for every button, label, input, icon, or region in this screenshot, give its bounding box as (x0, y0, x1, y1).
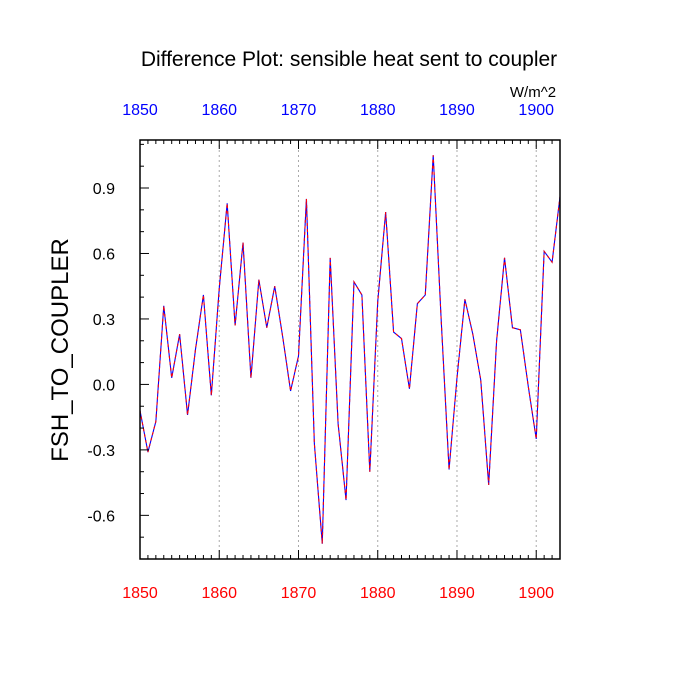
y-tick-label: 0.0 (93, 377, 115, 394)
y-tick-label: 0.6 (93, 246, 115, 263)
x-top-tick-label: 1860 (201, 102, 237, 119)
x-tick-label: 1890 (439, 585, 475, 602)
plot-frame (139, 139, 561, 560)
x-top-tick-label: 1870 (281, 102, 317, 119)
series-line-overlay (139, 155, 561, 544)
series-line (139, 155, 561, 544)
x-tick-label: 1900 (518, 585, 554, 602)
x-tick-label: 1860 (201, 585, 237, 602)
chart-title: Difference Plot: sensible heat sent to c… (141, 48, 557, 71)
y-tick-label: -0.3 (87, 443, 115, 460)
x-top-tick-label: 1880 (360, 102, 396, 119)
units-label: W/m^2 (510, 84, 556, 101)
gridlines (218, 140, 537, 559)
y-tick-label: -0.6 (87, 508, 115, 525)
y-tick-label: 0.3 (93, 312, 115, 329)
x-top-tick-label: 1890 (439, 102, 475, 119)
axes: 1850 1850 1860 1860 1870 1870 1880 1880 1890 1890… (87, 102, 561, 602)
x-top-tick-label: 1850 (122, 102, 158, 119)
y-tick-label: 0.9 (93, 181, 115, 198)
x-tick-label: 1850 (122, 585, 158, 602)
series-lines (139, 155, 561, 544)
x-tick-label: 1880 (360, 585, 396, 602)
x-top-tick-label: 1900 (518, 102, 554, 119)
y-axis-label: FSH_TO_COUPLER (47, 238, 74, 462)
x-tick-label: 1870 (281, 585, 317, 602)
